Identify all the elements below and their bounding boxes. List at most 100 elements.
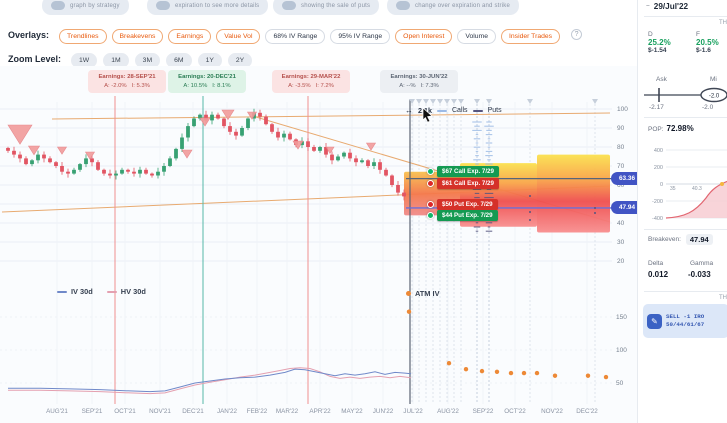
overlay-pill-value-vol[interactable]: Value Vol [216, 29, 261, 44]
leg-badge-3[interactable]: $44 Put Exp. 7/29 [437, 209, 498, 221]
candles [6, 108, 406, 201]
overlays-row: Overlays: Trendlines Breakevens Earnings Va… [8, 25, 583, 44]
svg-text:MAR'22: MAR'22 [276, 408, 299, 415]
leg-strike-dot-0[interactable] [427, 168, 434, 176]
overlay-pill-95-iv-range[interactable]: 95% IV Range [330, 29, 391, 44]
slider-ask-label: Ask [656, 76, 667, 83]
atm-iv-legend-label: ATM IV [415, 289, 440, 298]
expiration-date[interactable]: 29/Jul'22 [653, 2, 689, 11]
date-minus-stepper[interactable]: − [646, 3, 650, 10]
earnings-badge-0: Earnings: 28-SEP'21 A: -2.0% I: 5.3% [88, 70, 166, 93]
top-toggle-2[interactable]: showing the sale of puts [273, 0, 380, 15]
price-slider[interactable]: -2.0 [642, 85, 727, 105]
overlay-pill-volume[interactable]: Volume [457, 29, 497, 44]
svg-text:100: 100 [616, 347, 627, 354]
leg-strike-dot-3[interactable] [427, 211, 434, 219]
metric-col-f: F 20.5% $-1.6 [696, 31, 719, 54]
svg-text:DEC'21: DEC'21 [182, 408, 204, 415]
toggle-knob-icon [282, 1, 296, 10]
edit-trade-icon[interactable]: ✎ [647, 313, 662, 329]
hv30d-legend-dash [106, 290, 117, 293]
svg-text:40.3: 40.3 [692, 186, 702, 192]
iv30d-legend-dash [57, 290, 67, 293]
puts-legend-label: Puts [487, 107, 502, 114]
atm-iv-dot-icon [406, 291, 411, 296]
metric-d-header: D [648, 31, 653, 38]
svg-text:SEP'22: SEP'22 [473, 408, 494, 415]
svg-text:OCT'22: OCT'22 [504, 408, 526, 415]
metric-col-d: D 25.2% $-1.54 [648, 31, 671, 54]
zoom-pill-2y[interactable]: 2Y [227, 53, 253, 68]
zoom-pill-6m[interactable]: 6M [166, 53, 192, 68]
metric-d-usd: $-1.54 [648, 47, 667, 54]
oi-range-icon: ↔ [405, 106, 413, 115]
svg-text:JUN'22: JUN'22 [373, 408, 394, 415]
top-toggle-3[interactable]: change over expiration and strike [387, 0, 519, 15]
zoom-pill-1y[interactable]: 1Y [197, 53, 222, 68]
trade-chip-line2: 50/44/61/67 [666, 321, 705, 328]
leg-badge-0[interactable]: $67 Call Exp. 7/29 [437, 166, 499, 178]
section-header-fragment-2: TH [719, 295, 727, 301]
svg-text:20: 20 [617, 258, 625, 265]
zoom-pill-1m[interactable]: 1M [103, 53, 129, 68]
calls-legend-label: Calls [452, 107, 468, 114]
svg-text:-400: -400 [652, 216, 663, 222]
svg-text:40: 40 [617, 220, 625, 227]
overlay-pill-trendlines[interactable]: Trendlines [59, 29, 107, 44]
metric-f-usd: $-1.6 [696, 47, 711, 54]
overlay-pill-68-iv-range[interactable]: 68% IV Range [265, 29, 326, 44]
svg-text:80: 80 [617, 144, 625, 151]
trade-summary-chip[interactable]: ✎ SELL -1 IRO 50/44/61/67 [643, 304, 727, 338]
slider-mid-label: Mi [710, 76, 717, 83]
top-toggle-0[interactable]: graph by strategy [42, 0, 129, 15]
zoom-pill-1w[interactable]: 1W [71, 53, 98, 68]
svg-text:90: 90 [617, 125, 625, 132]
top-toggle-1[interactable]: expiration to see more details [147, 0, 269, 15]
metric-d-percent: 25.2% [648, 38, 671, 47]
metric-f-header: F [696, 31, 700, 38]
svg-text:-2.0: -2.0 [709, 93, 720, 99]
metric-f-percent: 20.5% [696, 38, 719, 47]
toggle-knob-icon [156, 1, 170, 10]
leg-strike-dot-2[interactable] [427, 200, 434, 208]
svg-text:70: 70 [617, 163, 625, 170]
overlay-pill-open-interest[interactable]: Open Interest [395, 29, 453, 44]
upper-breakeven-axis-badge: 63.36 [611, 172, 643, 186]
svg-text:35: 35 [670, 186, 676, 192]
insider-trade-markers [7, 109, 377, 160]
chart-background [0, 66, 637, 423]
leg-badge-1[interactable]: $61 Call Exp. 7/29 [437, 177, 499, 189]
atm-iv-legend: ATM IV [406, 289, 440, 298]
svg-text:OCT'21: OCT'21 [114, 408, 136, 415]
overlay-pill-breakevens[interactable]: Breakevens [111, 29, 164, 44]
leg-strike-dot-1[interactable] [427, 179, 434, 187]
svg-text:30: 30 [617, 239, 625, 246]
toggle-knob-icon [396, 1, 410, 10]
svg-text:-200: -200 [652, 199, 663, 205]
delta-label: Delta [648, 260, 664, 267]
trade-chip-line1: SELL -1 IRO [666, 313, 705, 320]
overlay-pill-earnings[interactable]: Earnings [168, 29, 212, 44]
breakeven-value: 47.94 [685, 234, 713, 245]
svg-text:SEP'21: SEP'21 [82, 408, 103, 415]
gamma-value: -0.033 [688, 270, 711, 279]
svg-text:JAN'22: JAN'22 [217, 408, 238, 415]
info-icon[interactable]: ? [571, 29, 583, 40]
svg-text:DEC'22: DEC'22 [576, 408, 598, 415]
calls-legend-dash [437, 109, 447, 112]
overlay-pill-insider-trades[interactable]: Insider Trades [501, 29, 561, 44]
overlays-label: Overlays: [8, 29, 50, 40]
overlay-pills: Trendlines Breakevens Earnings Value Vol 68%… [59, 25, 565, 44]
iv30d-legend-label: IV 30d [71, 287, 93, 296]
zoom-level-row: Zoom Level: 1W 1M 3M 6M 1Y 2Y [8, 49, 258, 68]
svg-text:NOV'21: NOV'21 [149, 408, 171, 415]
leg-badge-2[interactable]: $50 Put Exp. 7/29 [437, 198, 498, 210]
trade-side-panel: − 29/Jul'22 TH D 25.2% $-1.54 F 20.5% $-… [637, 0, 727, 423]
lower-breakeven-axis-badge: 47.94 [611, 201, 643, 215]
zoom-pill-3m[interactable]: 3M [134, 53, 161, 68]
svg-text:100: 100 [617, 106, 628, 113]
puts-legend-dash [472, 109, 483, 112]
svg-text:200: 200 [654, 165, 663, 171]
svg-text:APR'22: APR'22 [309, 408, 331, 415]
